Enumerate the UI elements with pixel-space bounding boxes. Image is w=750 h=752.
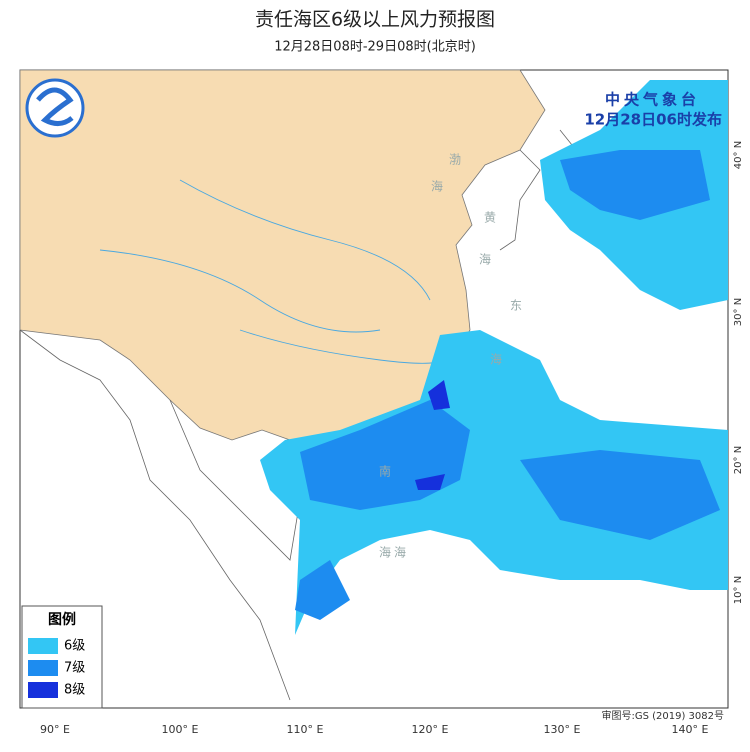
sea-label: 南 [379, 464, 391, 479]
wind-area-8 [428, 380, 450, 410]
legend-swatch [28, 660, 58, 676]
longitude-label: 120° E [412, 723, 449, 736]
legend-label: 7级 [64, 661, 85, 676]
longitude-label: 140° E [672, 723, 709, 736]
wind-area-7 [560, 150, 710, 220]
longitude-label: 130° E [544, 723, 581, 736]
sea-label: 海 [394, 545, 406, 560]
latitude-label: 10° N [733, 576, 744, 604]
legend-swatch [28, 638, 58, 654]
sea-label: 海 [490, 352, 502, 367]
sea-label: 东 [510, 299, 522, 313]
wind-area-6 [260, 330, 728, 635]
sea-label: 黄 [484, 211, 496, 225]
subtitle: 12月28日08时-29日08时(北京时) [274, 40, 476, 55]
longitude-label: 90° E [40, 723, 70, 736]
sea-label: 渤 [449, 153, 461, 167]
legend-label: 8级 [64, 683, 85, 698]
legend-title: 图例 [48, 611, 76, 628]
legend-label: 6级 [64, 639, 85, 654]
longitude-label: 110° E [287, 723, 324, 736]
sea-label: 海 [479, 252, 491, 267]
legend: 图例 6级 7级 8级 [21, 605, 103, 709]
axis-labels: 90° E 100° E 110° E 120° E 130° E 140° E 40° N… [40, 141, 744, 736]
longitude-label: 100° E [162, 723, 199, 736]
legend-swatch [28, 682, 58, 698]
wind-area-7 [520, 450, 720, 540]
wind-area-7 [295, 560, 350, 620]
publisher-name: 中央气象台 [605, 91, 700, 109]
latitude-label: 20° N [733, 446, 744, 474]
publisher-time: 12月28日06时发布 [584, 111, 722, 129]
wind-area-8 [415, 474, 445, 490]
title: 责任海区6级以上风力预报图 [255, 9, 495, 31]
review-number: 审图号:GS (2019) 3082号 [601, 709, 724, 722]
latitude-label: 30° N [733, 298, 744, 326]
sea-label: 海 [431, 179, 443, 194]
latitude-label: 40° N [733, 141, 744, 169]
sea-label: 海 [379, 545, 391, 560]
logo [25, 78, 85, 138]
coastline [19, 129, 729, 701]
